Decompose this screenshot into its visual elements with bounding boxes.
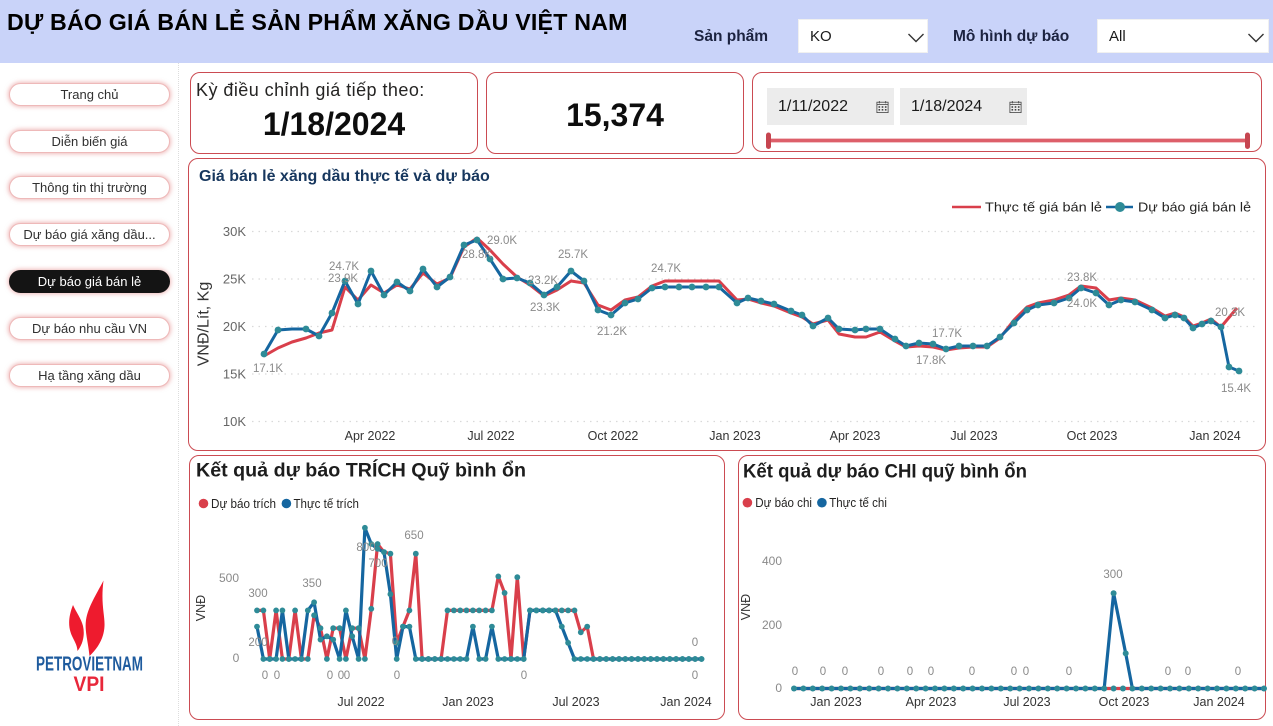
svg-text:0: 0 [792,666,798,678]
svg-text:0: 0 [392,636,398,648]
svg-text:Dự báo trích: Dự báo trích [211,496,276,511]
svg-text:Apr 2023: Apr 2023 [906,695,957,709]
svg-text:25K: 25K [223,272,246,287]
svg-text:0: 0 [1011,666,1017,678]
svg-text:0: 0 [878,666,884,678]
svg-text:0: 0 [274,670,280,682]
svg-text:15.4K: 15.4K [1221,383,1251,395]
svg-text:Jul 2022: Jul 2022 [337,695,384,709]
svg-text:15K: 15K [223,367,246,382]
svg-text:Dự báo giá bán lẻ: Dự báo giá bán lẻ [1138,200,1251,215]
svg-text:350: 350 [302,578,321,590]
svg-text:0: 0 [1023,666,1029,678]
svg-text:Thực tế chi: Thực tế chi [829,495,887,510]
svg-text:29.0K: 29.0K [487,235,517,247]
svg-text:Jan 2024: Jan 2024 [660,695,711,709]
svg-text:0: 0 [1066,666,1072,678]
svg-text:Oct 2023: Oct 2023 [1067,429,1118,443]
svg-text:0: 0 [344,670,350,682]
svg-text:0: 0 [262,670,268,682]
svg-text:Jan 2023: Jan 2023 [442,695,493,709]
svg-text:Jul 2022: Jul 2022 [467,429,514,443]
svg-text:Dự báo chi: Dự báo chi [755,495,812,510]
svg-text:Kết quả dự báo TRÍCH Quỹ bình: Kết quả dự báo TRÍCH Quỹ bình ổn [196,459,526,482]
svg-text:Jan 2024: Jan 2024 [1189,429,1240,443]
svg-text:VNĐ: VNĐ [739,594,753,620]
svg-text:17.1K: 17.1K [253,363,283,375]
svg-text:400: 400 [762,554,782,568]
svg-text:VNĐ/Lít, Kg: VNĐ/Lít, Kg [196,282,213,366]
svg-text:Jul 2023: Jul 2023 [552,695,599,709]
svg-text:24.7K: 24.7K [651,263,681,275]
svg-text:10K: 10K [223,414,246,429]
svg-text:0: 0 [1165,666,1171,678]
svg-text:23.2K: 23.2K [528,275,558,287]
svg-text:300: 300 [248,588,267,600]
svg-text:0: 0 [1185,666,1191,678]
svg-text:24.0K: 24.0K [1067,298,1097,310]
svg-text:Kết quả dự báo CHI quỹ bình ổn: Kết quả dự báo CHI quỹ bình ổn [743,461,1027,483]
svg-text:17.8K: 17.8K [916,355,946,367]
svg-text:23.9K: 23.9K [328,273,358,285]
svg-text:0: 0 [928,666,934,678]
svg-text:Thực tế trích: Thực tế trích [294,496,359,511]
svg-text:Apr 2022: Apr 2022 [345,429,396,443]
svg-text:Oct 2023: Oct 2023 [1099,695,1150,709]
svg-text:0: 0 [327,670,333,682]
svg-text:0: 0 [842,666,848,678]
svg-text:0: 0 [233,651,240,665]
svg-text:Oct 2022: Oct 2022 [588,429,639,443]
svg-text:Apr 2023: Apr 2023 [830,429,881,443]
svg-text:24.7K: 24.7K [329,261,359,273]
svg-text:23.8K: 23.8K [1067,272,1097,284]
svg-text:650: 650 [404,530,423,542]
svg-text:VPI: VPI [74,672,105,696]
svg-text:30K: 30K [223,224,246,239]
svg-text:Jul 2023: Jul 2023 [1003,695,1050,709]
svg-text:20K: 20K [223,319,246,334]
svg-text:0: 0 [1235,666,1241,678]
svg-text:0: 0 [521,670,527,682]
svg-text:200: 200 [248,637,267,649]
svg-text:500: 500 [219,571,239,585]
svg-text:Jan 2023: Jan 2023 [810,695,861,709]
svg-text:Jan 2024: Jan 2024 [1193,695,1244,709]
svg-text:23.3K: 23.3K [530,302,560,314]
svg-text:VNĐ: VNĐ [194,595,208,621]
svg-text:700: 700 [368,558,387,570]
svg-text:0: 0 [338,670,344,682]
svg-text:17.7K: 17.7K [932,328,962,340]
svg-text:Thực tế giá bán lẻ: Thực tế giá bán lẻ [985,200,1102,215]
svg-text:0: 0 [907,666,913,678]
svg-text:0: 0 [820,666,826,678]
svg-text:300: 300 [1103,569,1122,581]
svg-text:21.2K: 21.2K [597,326,627,338]
svg-text:800: 800 [356,542,375,554]
svg-text:0: 0 [692,670,698,682]
svg-text:0: 0 [692,637,698,649]
svg-text:Jan 2023: Jan 2023 [709,429,760,443]
svg-text:28.8K: 28.8K [462,249,492,261]
svg-text:25.7K: 25.7K [558,249,588,261]
svg-text:0: 0 [969,666,975,678]
svg-text:Jul 2023: Jul 2023 [950,429,997,443]
svg-text:20.3K: 20.3K [1215,307,1245,319]
svg-text:0: 0 [775,681,782,695]
svg-text:0: 0 [394,670,400,682]
svg-text:PETROVIETNAM: PETROVIETNAM [36,654,143,676]
svg-text:200: 200 [762,618,782,632]
